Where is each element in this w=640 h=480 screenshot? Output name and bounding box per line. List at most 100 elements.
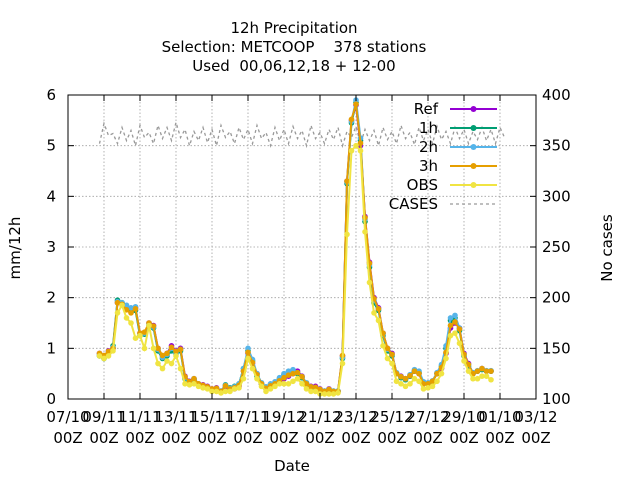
data-point xyxy=(128,310,134,316)
y2-tick-label: 200 xyxy=(542,289,571,307)
x-tick-label-time: 00Z xyxy=(125,429,154,447)
data-point xyxy=(312,388,319,395)
data-point xyxy=(398,373,404,380)
data-point xyxy=(218,390,224,396)
data-point xyxy=(434,378,440,385)
data-point xyxy=(285,381,292,387)
data-point xyxy=(227,388,233,395)
legend-marker xyxy=(470,144,477,150)
data-point xyxy=(389,351,395,358)
x-axis-label: Date xyxy=(274,457,310,475)
data-point xyxy=(155,360,161,367)
data-point xyxy=(357,147,364,154)
data-point xyxy=(249,365,256,372)
data-point xyxy=(177,365,184,372)
data-point xyxy=(267,386,274,392)
data-point xyxy=(245,349,251,356)
data-point xyxy=(348,147,355,154)
data-point xyxy=(425,385,431,391)
data-point xyxy=(483,368,490,374)
x-tick-label-time: 00Z xyxy=(521,429,550,447)
data-point xyxy=(299,373,305,380)
data-point xyxy=(303,381,310,387)
data-point xyxy=(173,348,179,355)
data-point xyxy=(137,332,143,339)
data-point xyxy=(141,329,148,335)
data-point xyxy=(344,178,350,184)
data-point xyxy=(384,345,391,352)
y-axis-label: mm/12h xyxy=(6,217,24,280)
data-point xyxy=(321,391,328,397)
data-point xyxy=(447,322,454,329)
data-point xyxy=(281,381,287,387)
x-tick-label: 21/12 xyxy=(298,408,341,426)
legend-marker xyxy=(470,182,477,188)
x-tick-label: 15/11 xyxy=(190,408,233,426)
data-point xyxy=(411,368,418,374)
data-point xyxy=(353,142,359,149)
x-tick-label: 03/12 xyxy=(514,408,557,426)
data-point xyxy=(177,346,184,353)
data-point xyxy=(285,368,292,374)
data-point xyxy=(335,390,341,396)
data-point xyxy=(290,378,296,385)
y-tick-label: 4 xyxy=(46,187,56,205)
data-point xyxy=(164,358,170,364)
y-tick-label: 5 xyxy=(46,137,56,155)
data-point xyxy=(479,365,485,372)
data-point xyxy=(195,383,202,390)
data-point xyxy=(479,373,485,380)
data-point xyxy=(245,355,251,362)
data-point xyxy=(132,335,139,342)
data-point xyxy=(159,365,166,372)
data-point xyxy=(263,388,269,395)
data-point xyxy=(407,372,413,379)
data-point xyxy=(285,372,292,378)
data-point xyxy=(123,315,130,321)
data-point xyxy=(303,386,310,392)
data-point xyxy=(488,376,494,383)
data-point xyxy=(353,101,359,107)
x-tick-label-time: 00Z xyxy=(53,429,82,447)
legend-label: 2h xyxy=(419,138,438,156)
y2-tick-label: 250 xyxy=(542,238,571,256)
y-axis-left: 0 1 2 3 4 5 6 xyxy=(46,86,74,408)
x-tick-label-time: 00Z xyxy=(341,429,370,447)
data-point xyxy=(474,375,481,382)
data-point xyxy=(150,345,157,352)
data-point xyxy=(416,370,422,377)
x-tick-label-time: 00Z xyxy=(233,429,262,447)
data-point xyxy=(470,375,476,382)
x-tick-label: 17/11 xyxy=(226,408,269,426)
x-tick-label-time: 00Z xyxy=(161,429,190,447)
data-point xyxy=(393,378,400,385)
data-point xyxy=(461,358,467,364)
data-point xyxy=(366,279,373,286)
data-point xyxy=(276,381,283,387)
y-tick-label: 3 xyxy=(46,238,56,256)
data-point xyxy=(204,386,211,392)
data-point xyxy=(483,373,490,380)
data-point xyxy=(447,332,454,339)
y-tick-label: 1 xyxy=(46,339,56,357)
data-point xyxy=(474,368,481,374)
x-tick-label: 01/10 xyxy=(478,408,521,426)
x-tick-label: 11/11 xyxy=(118,408,161,426)
data-point xyxy=(191,381,197,387)
legend-label: Ref xyxy=(414,100,439,118)
data-point xyxy=(258,383,265,390)
chart-title: 12h Precipitation xyxy=(230,19,357,37)
data-point xyxy=(159,352,166,359)
data-point xyxy=(420,386,427,392)
data-point xyxy=(348,116,355,123)
data-point xyxy=(452,319,458,325)
data-point xyxy=(222,388,229,395)
data-point xyxy=(119,302,125,309)
x-tick-label: 25/12 xyxy=(370,408,413,426)
legend-marker xyxy=(470,163,477,169)
data-point xyxy=(200,385,206,391)
data-point xyxy=(105,353,112,359)
data-point xyxy=(330,391,337,397)
data-series xyxy=(96,97,494,397)
data-point xyxy=(114,299,121,306)
